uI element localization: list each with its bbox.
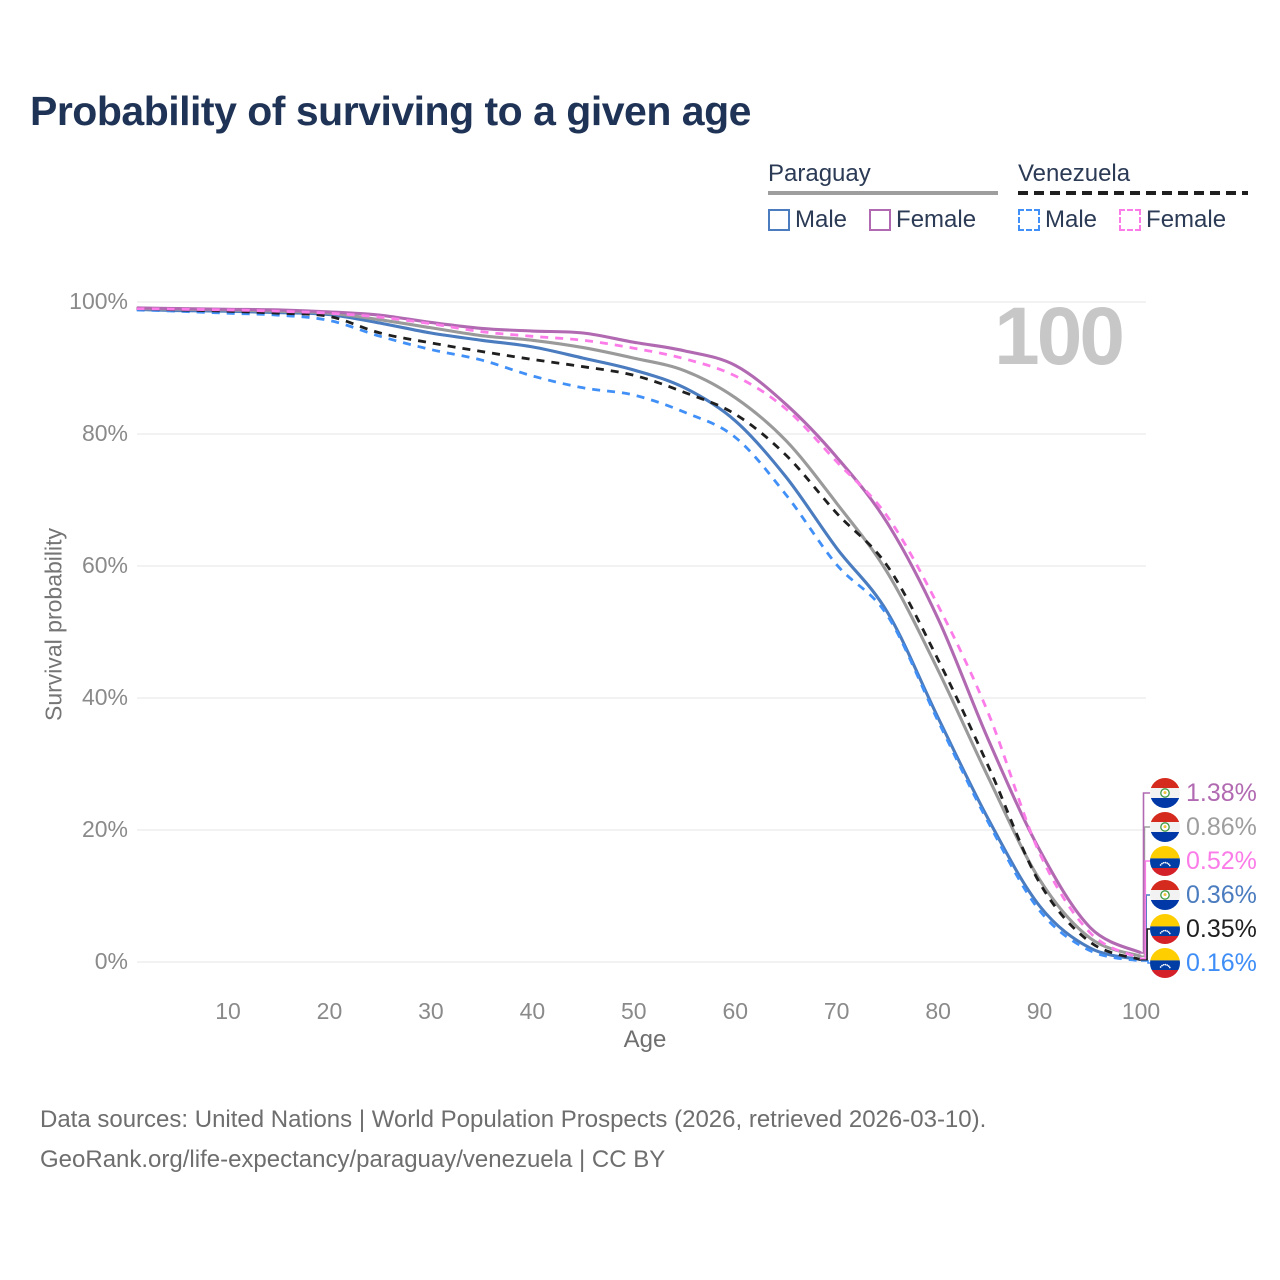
y-tick-label: 20% — [81, 816, 128, 842]
page-title: Probability of surviving to a given age — [30, 88, 751, 134]
end-label-connector — [1141, 792, 1150, 954]
x-tick-label: 40 — [519, 998, 546, 1024]
legend-swatch — [869, 209, 892, 231]
end-label-value: 0.35% — [1186, 914, 1257, 943]
venezuela-flag-icon — [1150, 914, 1180, 944]
legend-item-venezuela-female[interactable]: Female — [1119, 206, 1226, 234]
end-label-value: 0.86% — [1186, 812, 1257, 841]
x-tick-label: 20 — [316, 998, 343, 1024]
y-tick-label: 40% — [81, 684, 128, 710]
x-tick-label: 80 — [925, 998, 951, 1024]
x-tick-label: 50 — [621, 998, 647, 1024]
curve-venezuela-male[interactable] — [136, 308, 1142, 963]
legend-group-paraguay: Paraguay Male Female — [768, 160, 999, 234]
legend-item-label: Female — [1146, 206, 1227, 233]
legend-country-label[interactable]: Venezuela — [1018, 160, 1131, 187]
curve-paraguay-male[interactable] — [136, 307, 1142, 962]
end-label-connector — [1141, 960, 1150, 964]
legend-item-label: Male — [795, 206, 848, 233]
legend-item-paraguay-male[interactable]: Male — [768, 206, 847, 234]
legend-country-label[interactable]: Paraguay — [768, 160, 871, 187]
legend-swatch — [1119, 209, 1142, 231]
end-label-row: 0.35% — [1150, 914, 1257, 944]
paraguay-flag-icon — [1150, 812, 1180, 842]
end-label-connector — [1141, 860, 1150, 960]
legend-item-paraguay-female[interactable]: Female — [869, 206, 976, 234]
y-tick-label: 80% — [81, 420, 128, 446]
x-tick-label: 100 — [1121, 998, 1161, 1024]
end-label-value: 0.16% — [1186, 948, 1257, 977]
end-label-value: 1.38% — [1186, 778, 1257, 807]
y-axis-title: Survival probability — [40, 527, 67, 722]
x-tick-label: 60 — [722, 998, 749, 1024]
legend-country-underline — [1018, 191, 1249, 195]
end-label-connector — [1141, 928, 1150, 961]
x-tick-label: 10 — [215, 998, 241, 1024]
legend-country-underline — [768, 191, 999, 195]
y-tick-label: 100% — [69, 288, 128, 314]
legend-item-label: Female — [896, 206, 977, 233]
paraguay-flag-icon — [1150, 778, 1180, 808]
paraguay-flag-icon — [1150, 880, 1180, 910]
age-watermark: 100 — [994, 291, 1125, 382]
curve-venezuela-female[interactable] — [136, 307, 1142, 960]
end-label-row: 0.52% — [1150, 846, 1257, 876]
x-tick-label: 90 — [1026, 998, 1053, 1024]
y-tick-label: 0% — [94, 948, 128, 974]
end-label-row: 1.38% — [1150, 778, 1257, 808]
legend-item-venezuela-male[interactable]: Male — [1018, 206, 1097, 234]
end-label-row: 0.16% — [1150, 948, 1257, 978]
y-tick-label: 60% — [81, 552, 128, 578]
venezuela-flag-icon — [1150, 948, 1180, 978]
venezuela-flag-icon — [1150, 846, 1180, 876]
x-tick-label: 30 — [418, 998, 444, 1024]
data-source-line: Data sources: United Nations | World Pop… — [40, 1106, 987, 1133]
legend-swatch — [768, 209, 790, 231]
end-label-value: 0.52% — [1186, 846, 1257, 875]
x-tick-label: 70 — [823, 998, 850, 1024]
end-label-row: 0.36% — [1150, 880, 1257, 910]
curve-venezuela[interactable] — [136, 307, 1142, 962]
end-label-row: 0.86% — [1150, 812, 1257, 842]
legend-group-venezuela: Venezuela Male Female — [1018, 160, 1249, 234]
x-axis-title: Age — [623, 1026, 667, 1053]
end-label-value: 0.36% — [1186, 880, 1257, 909]
attribution-line: GeoRank.org/life-expectancy/paraguay/ven… — [40, 1146, 666, 1173]
legend-item-label: Male — [1045, 206, 1098, 233]
legend-swatch — [1018, 209, 1040, 231]
curve-paraguay-female[interactable] — [136, 306, 1142, 955]
curve-paraguay[interactable] — [136, 307, 1142, 958]
end-label-connector — [1141, 826, 1150, 958]
